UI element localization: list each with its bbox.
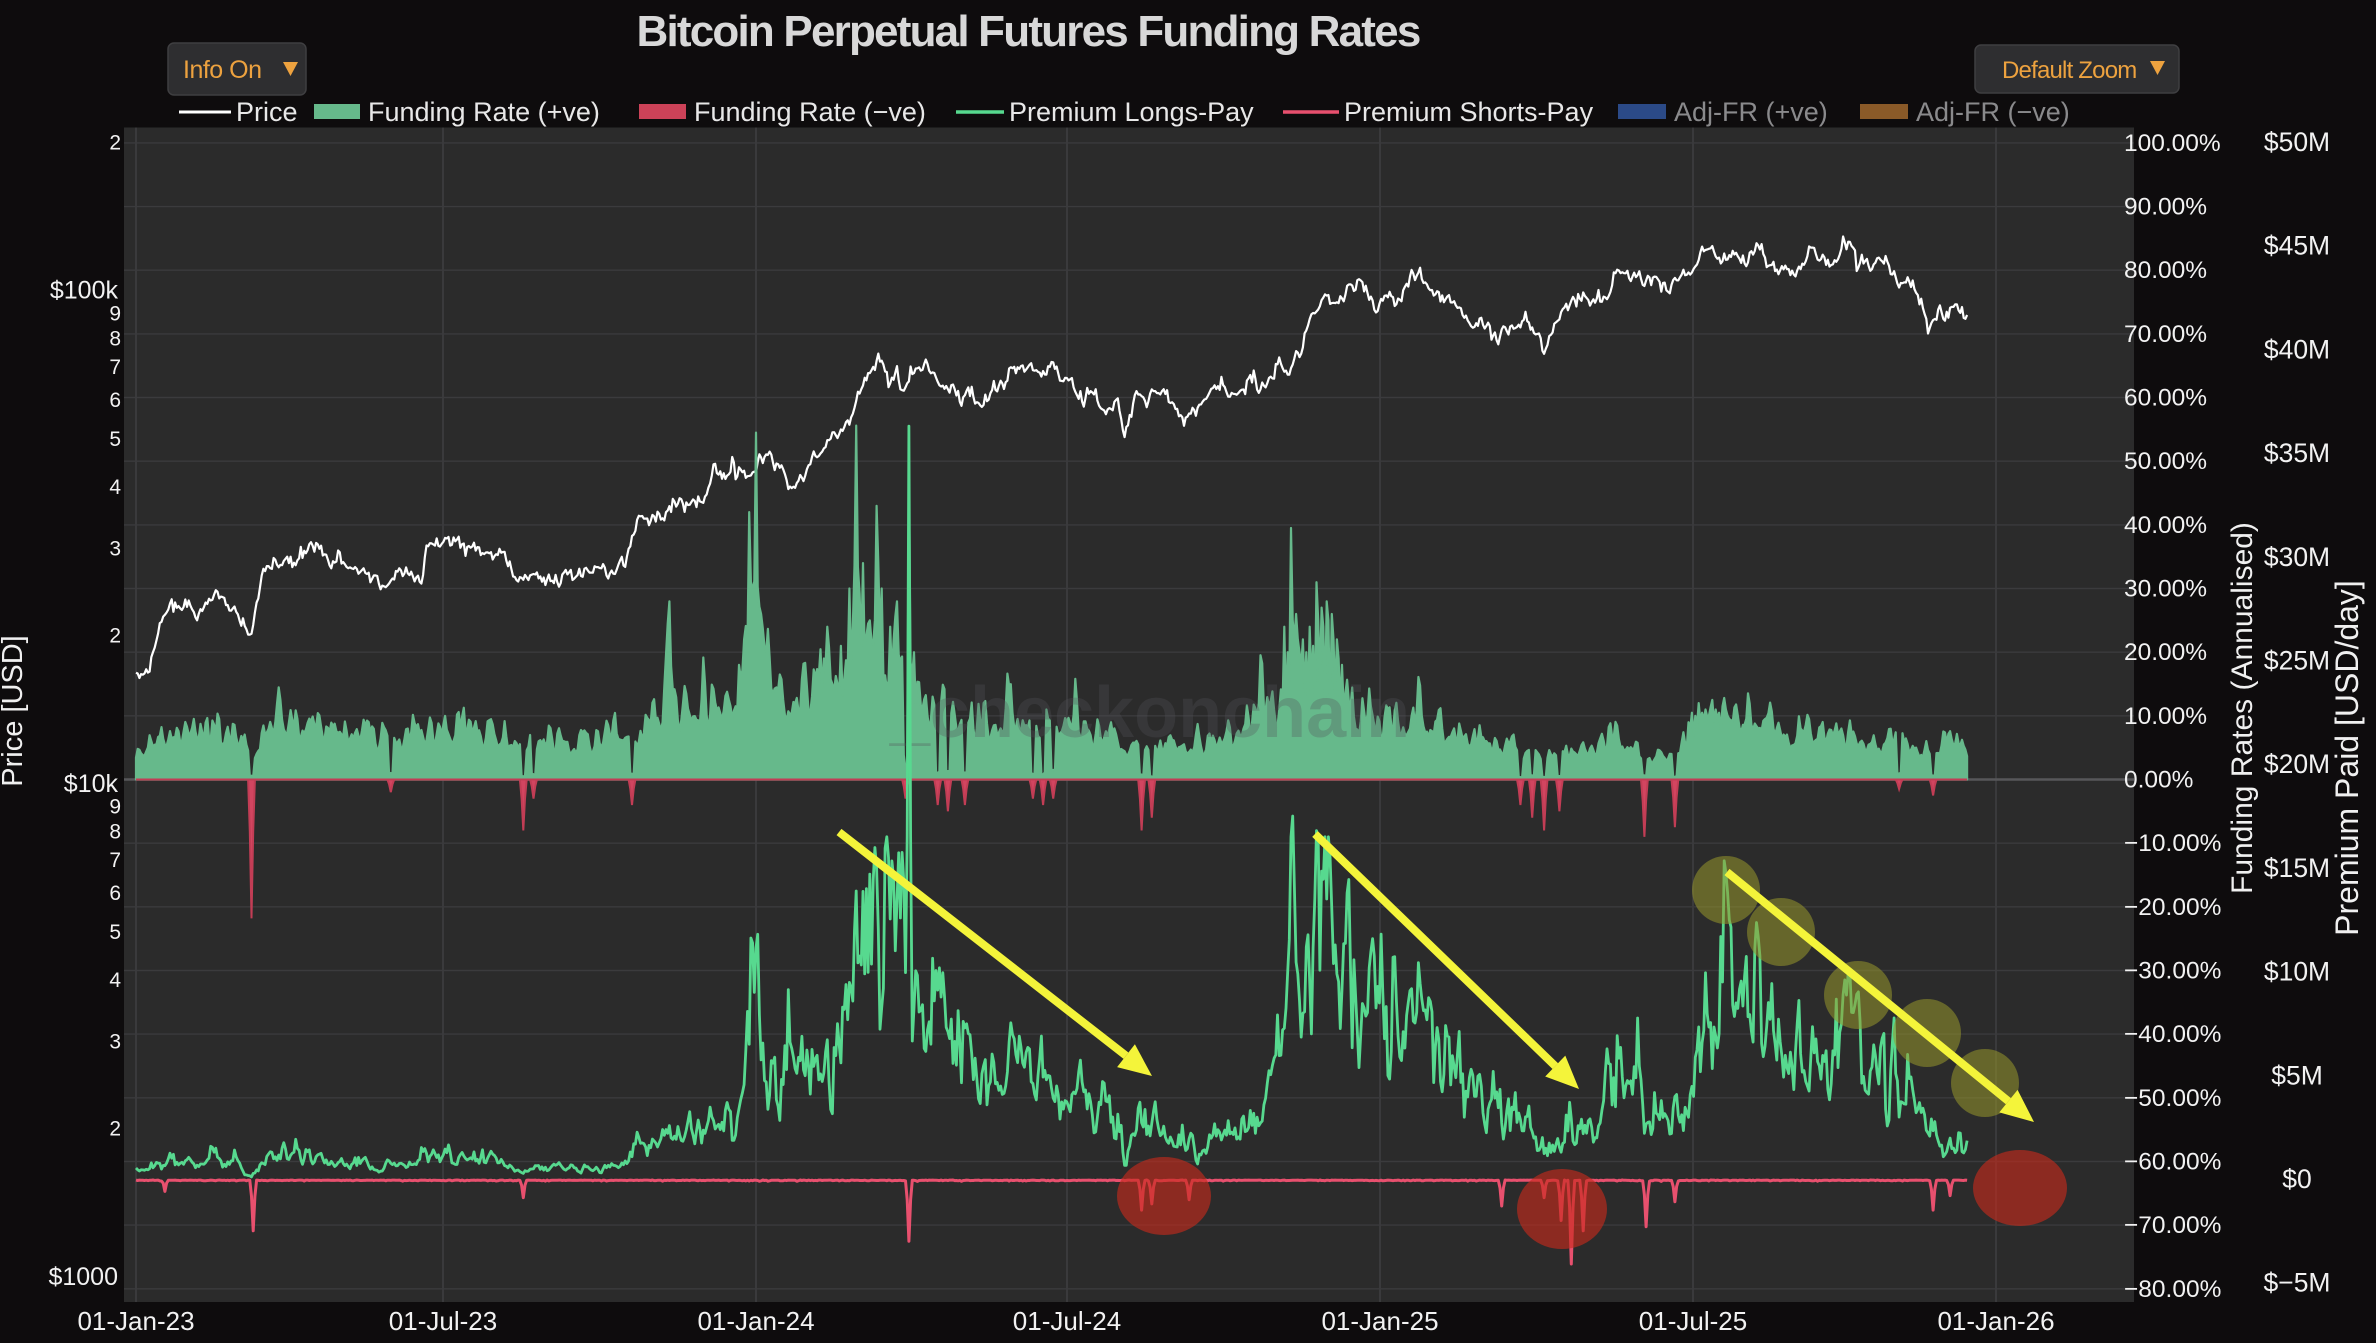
svg-text:20.00%: 20.00% [2124,639,2207,666]
svg-text:Default Zoom: Default Zoom [2002,57,2136,84]
svg-text:2: 2 [109,1118,121,1141]
svg-text:−10.00%: −10.00% [2124,830,2221,857]
svg-text:7: 7 [109,356,121,379]
svg-text:$15M: $15M [2264,853,2330,883]
svg-text:Adj-FR (+ve): Adj-FR (+ve) [1674,97,1828,127]
svg-text:01-Jul-24: 01-Jul-24 [1013,1306,1121,1336]
svg-text:5: 5 [109,428,121,451]
svg-text:4: 4 [109,969,121,992]
svg-text:Funding Rates (Annualised): Funding Rates (Annualised) [2226,522,2259,894]
svg-text:8: 8 [109,328,121,351]
svg-text:01-Jan-25: 01-Jan-25 [1321,1306,1438,1336]
svg-text:Info On: Info On [183,56,262,84]
svg-text:$50M: $50M [2264,127,2330,157]
svg-text:40.00%: 40.00% [2124,512,2207,539]
svg-text:$35M: $35M [2264,438,2330,468]
svg-text:90.00%: 90.00% [2124,194,2207,221]
svg-text:4: 4 [109,476,121,499]
svg-text:$1000: $1000 [48,1263,118,1291]
svg-text:9: 9 [109,795,121,818]
svg-text:$20M: $20M [2264,749,2330,779]
svg-text:2: 2 [109,624,121,647]
svg-text:−60.00%: −60.00% [2124,1149,2221,1176]
svg-text:80.00%: 80.00% [2124,257,2207,284]
svg-text:50.00%: 50.00% [2124,448,2207,475]
svg-text:−30.00%: −30.00% [2124,958,2221,985]
svg-text:3: 3 [109,538,121,561]
svg-text:$10M: $10M [2264,957,2330,987]
svg-text:$−5M: $−5M [2263,1268,2330,1298]
svg-text:10.00%: 10.00% [2124,703,2207,730]
svg-text:Premium Longs-Pay: Premium Longs-Pay [1009,97,1254,127]
svg-text:_checkonchain: _checkonchain [889,673,1410,753]
svg-text:$25M: $25M [2264,646,2330,676]
svg-text:$5M: $5M [2271,1060,2323,1090]
svg-text:Price: Price [236,97,298,127]
svg-text:0.00%: 0.00% [2124,767,2193,794]
svg-text:$10k: $10k [64,770,119,798]
svg-text:3: 3 [109,1031,121,1054]
svg-text:6: 6 [109,389,121,412]
svg-text:Funding Rate (−ve): Funding Rate (−ve) [694,97,926,127]
svg-text:−70.00%: −70.00% [2124,1212,2221,1239]
svg-text:$30M: $30M [2264,542,2330,572]
svg-text:−20.00%: −20.00% [2124,894,2221,921]
svg-text:01-Jul-23: 01-Jul-23 [389,1306,497,1336]
svg-text:−40.00%: −40.00% [2124,1021,2221,1048]
svg-text:100.00%: 100.00% [2124,130,2221,157]
svg-text:Bitcoin Perpetual Futures Fund: Bitcoin Perpetual Futures Funding Rates [637,7,1420,56]
svg-text:01-Jan-24: 01-Jan-24 [697,1306,814,1336]
svg-text:−80.00%: −80.00% [2124,1276,2221,1303]
svg-text:70.00%: 70.00% [2124,321,2207,348]
svg-text:01-Jan-26: 01-Jan-26 [1937,1306,2054,1336]
svg-text:01-Jan-23: 01-Jan-23 [77,1306,194,1336]
svg-text:30.00%: 30.00% [2124,576,2207,603]
svg-text:Adj-FR (−ve): Adj-FR (−ve) [1916,97,2070,127]
svg-text:Premium Paid [USD/day]: Premium Paid [USD/day] [2329,580,2365,936]
svg-text:60.00%: 60.00% [2124,385,2207,412]
svg-text:7: 7 [109,849,121,872]
svg-text:9: 9 [109,302,121,325]
svg-text:6: 6 [109,882,121,905]
svg-text:2: 2 [109,131,121,154]
svg-text:$45M: $45M [2264,231,2330,261]
svg-text:5: 5 [109,921,121,944]
svg-text:$100k: $100k [50,277,119,305]
svg-text:−50.00%: −50.00% [2124,1085,2221,1112]
svg-text:$0: $0 [2282,1164,2311,1194]
svg-text:8: 8 [109,821,121,844]
svg-text:01-Jul-25: 01-Jul-25 [1639,1306,1747,1336]
svg-text:$40M: $40M [2264,334,2330,364]
svg-text:Funding Rate (+ve): Funding Rate (+ve) [368,97,600,127]
svg-text:Price [USD]: Price [USD] [0,635,29,786]
svg-text:Premium Shorts-Pay: Premium Shorts-Pay [1344,97,1594,127]
